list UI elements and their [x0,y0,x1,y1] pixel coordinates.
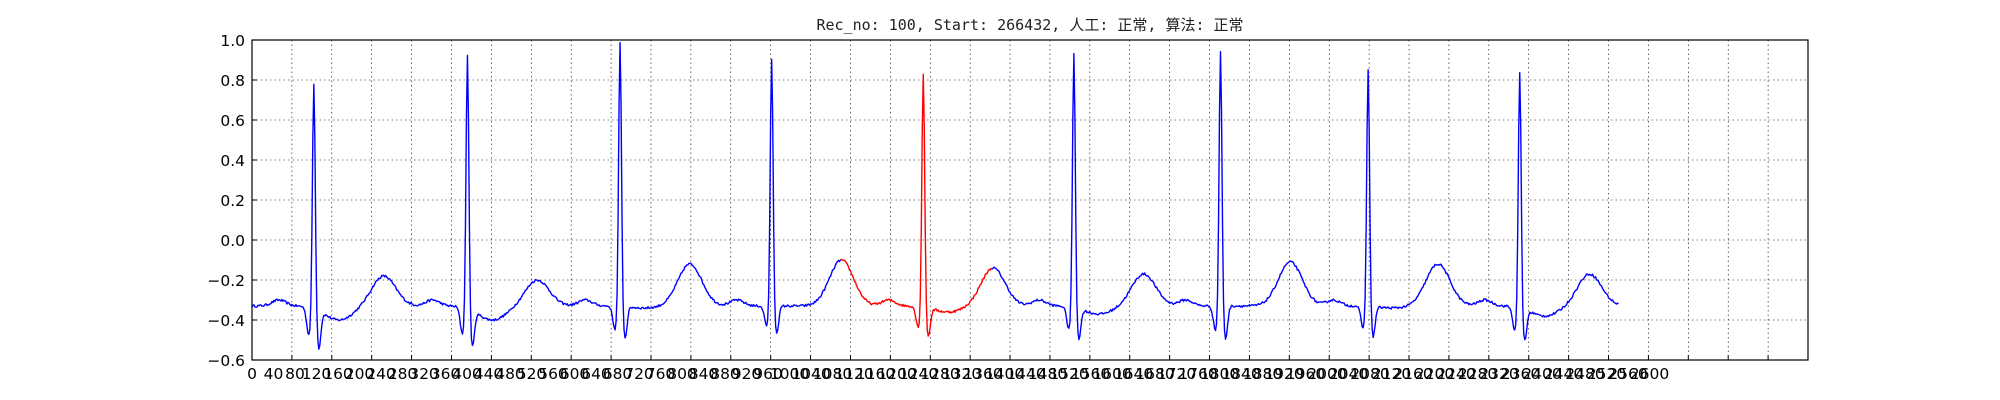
x-tick-label: 720 [624,365,654,383]
x-tick-label: 1000 [770,365,809,383]
x-tick-label: 2280 [1458,365,1497,383]
x-tick-label: 2560 [1608,365,1647,383]
x-tick-label: 2040 [1329,365,1368,383]
x-tick-label: 80 [285,365,305,383]
x-tick-label: 320 [409,365,439,383]
y-tick-label: 0.8 [220,72,245,90]
x-tick-label: 2120 [1372,365,1411,383]
x-tick-label: 200 [345,365,375,383]
x-tick-label: 1120 [834,365,873,383]
x-tick-label: 520 [517,365,547,383]
y-tick-label: −0.6 [207,352,245,370]
x-tick-label: 2360 [1501,365,1540,383]
ecg-line-after [991,50,1619,341]
x-tick-label: 1280 [920,365,959,383]
x-tick-label: 2080 [1350,365,1389,383]
x-tick-label: 1200 [877,365,916,383]
x-tick-label: 600 [560,365,590,383]
x-tick-label: 120 [302,365,332,383]
x-tick-label: 2480 [1565,365,1604,383]
x-tick-label: 40 [264,365,284,383]
x-tick-label: 2520 [1587,365,1626,383]
y-tick-label: 0.4 [220,152,245,170]
ecg-line-before [251,41,842,350]
x-tick-label: 280 [388,365,418,383]
y-tick-label: 0.0 [220,232,245,250]
x-tick-label: 1920 [1264,365,1303,383]
x-tick-label: 160 [323,365,353,383]
x-tick-label: 1240 [899,365,938,383]
x-tick-label: 1040 [791,365,830,383]
x-axis-ticks: 0 40 8012016020024028032036040044048052056… [247,355,1809,383]
x-tick-label: 640 [581,365,611,383]
ecg-series [251,41,1619,350]
x-tick-label: 480 [495,365,525,383]
x-tick-label: 960 [753,365,783,383]
x-tick-label: 760 [646,365,676,383]
x-tick-label: 0 [247,365,257,383]
x-tick-label: 1320 [942,365,981,383]
x-tick-label: 2320 [1479,365,1518,383]
ecg-line-highlight [840,73,993,337]
x-tick-label: 360 [431,365,461,383]
x-tick-label: 1400 [985,365,1024,383]
x-tick-label: 1960 [1286,365,1325,383]
x-tick-label: 2600 [1630,365,1669,383]
x-tick-label: 1800 [1200,365,1239,383]
y-tick-label: 1.0 [220,32,245,50]
x-tick-label: 2000 [1307,365,1346,383]
x-tick-label: 2240 [1436,365,1475,383]
x-tick-label: 2400 [1522,365,1561,383]
x-tick-label: 240 [366,365,396,383]
x-tick-label: 1600 [1092,365,1131,383]
x-tick-label: 560 [538,365,568,383]
y-tick-label: 0.2 [220,192,245,210]
x-tick-label: 880 [710,365,740,383]
x-tick-label: 1160 [856,365,895,383]
y-axis-ticks: 1.0 0.8 0.6 0.4 0.2 0.0 −0.2 −0.4 −0.6 [207,32,257,370]
y-tick-label: 0.6 [220,112,245,130]
x-tick-label: 1440 [1006,365,1045,383]
x-tick-label: 1680 [1135,365,1174,383]
x-tick-label: 2160 [1393,365,1432,383]
x-tick-label: 1640 [1114,365,1153,383]
x-tick-label: 440 [474,365,504,383]
grid-lines [252,40,1808,360]
x-tick-label: 1720 [1157,365,1196,383]
x-tick-label: 2440 [1544,365,1583,383]
x-tick-label: 1480 [1028,365,1067,383]
x-tick-label: 1880 [1243,365,1282,383]
x-tick-label: 2200 [1415,365,1454,383]
x-tick-label: 1360 [963,365,1002,383]
x-tick-label: 1520 [1049,365,1088,383]
y-tick-label: −0.4 [207,312,245,330]
x-tick-label: 400 [452,365,482,383]
x-tick-label: 1560 [1071,365,1110,383]
x-tick-label: 1840 [1221,365,1260,383]
x-tick-label: 1760 [1178,365,1217,383]
x-tick-label: 800 [667,365,697,383]
x-tick-label: 1080 [813,365,852,383]
y-tick-label: −0.2 [207,272,245,290]
plot-frame [251,39,1809,361]
chart-title: Rec_no: 100, Start: 266432, 人工: 正常, 算法: … [816,16,1243,34]
x-tick-label: 920 [732,365,762,383]
x-tick-label: 840 [689,365,719,383]
x-tick-label: 680 [603,365,633,383]
